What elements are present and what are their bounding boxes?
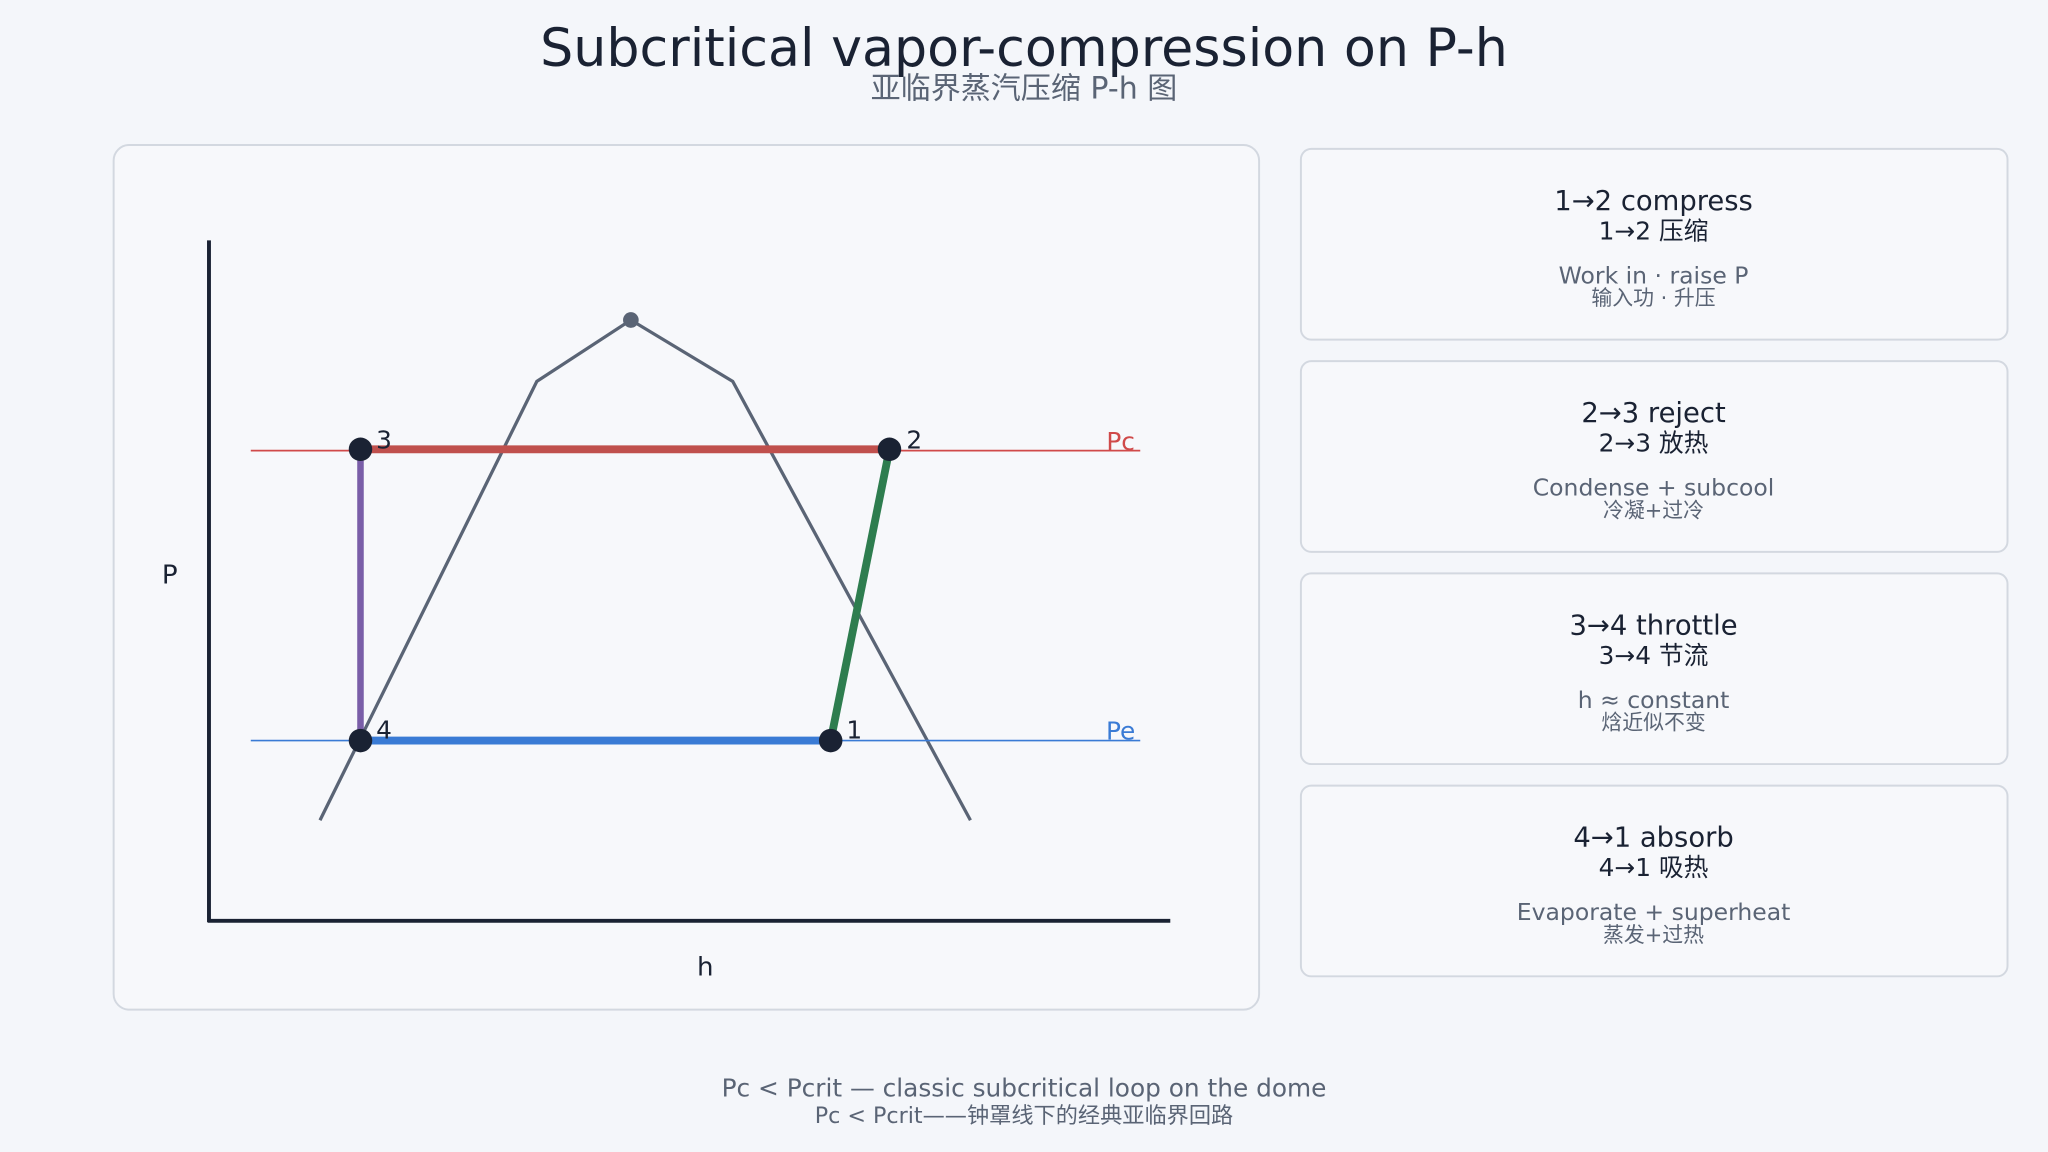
card-title-zh: 2→3 放热 xyxy=(1599,429,1709,458)
state-point xyxy=(818,728,843,753)
point-label: 4 xyxy=(376,715,392,744)
point-label: 3 xyxy=(376,425,392,454)
pc-label: Pc xyxy=(1106,427,1135,456)
card-desc: Evaporate + superheat xyxy=(1517,898,1791,926)
card-desc: Work in · raise P xyxy=(1559,261,1749,289)
point-label: 2 xyxy=(906,425,922,454)
card-desc-zh: 焓近似不变 xyxy=(1601,711,1705,735)
x-axis-label: h xyxy=(697,952,714,982)
card-desc-zh: 蒸发+过热 xyxy=(1603,923,1704,947)
title: Subcritical vapor-compression on P-h xyxy=(540,19,1508,79)
y-axis-label: P xyxy=(162,561,178,591)
card-desc: Condense + subcool xyxy=(1533,474,1775,502)
chart-panel xyxy=(112,143,1261,1011)
card-title-zh: 3→4 节流 xyxy=(1599,641,1709,670)
card-title-zh: 1→2 压缩 xyxy=(1599,216,1709,245)
footer-line: Pc < Pcrit — classic subcritical loop on… xyxy=(722,1073,1327,1102)
card xyxy=(1299,784,2009,978)
subtitle: 亚临界蒸汽压缩 P-h 图 xyxy=(871,72,1178,107)
card-title-zh: 4→1 吸热 xyxy=(1599,853,1709,882)
card xyxy=(1299,572,2009,766)
card-title: 2→3 reject xyxy=(1581,398,1726,429)
pe-label: Pe xyxy=(1106,717,1135,746)
card-desc-zh: 冷凝+过冷 xyxy=(1603,498,1704,522)
state-point xyxy=(348,728,373,753)
card-title: 1→2 compress xyxy=(1554,186,1753,217)
card-desc: h ≈ constant xyxy=(1578,686,1730,714)
point-label: 1 xyxy=(846,715,862,744)
footer-line: Pc < Pcrit——钟罩线下的经典亚临界回路 xyxy=(815,1103,1233,1129)
card-title: 4→1 absorb xyxy=(1573,823,1733,854)
state-point xyxy=(877,437,902,462)
state-point xyxy=(348,437,373,462)
critical-point xyxy=(623,312,639,328)
card xyxy=(1299,360,2009,553)
card-title: 3→4 throttle xyxy=(1570,610,1738,641)
card xyxy=(1299,147,2009,341)
card-desc-zh: 输入功 · 升压 xyxy=(1591,286,1715,310)
process-1-2 xyxy=(826,448,894,742)
